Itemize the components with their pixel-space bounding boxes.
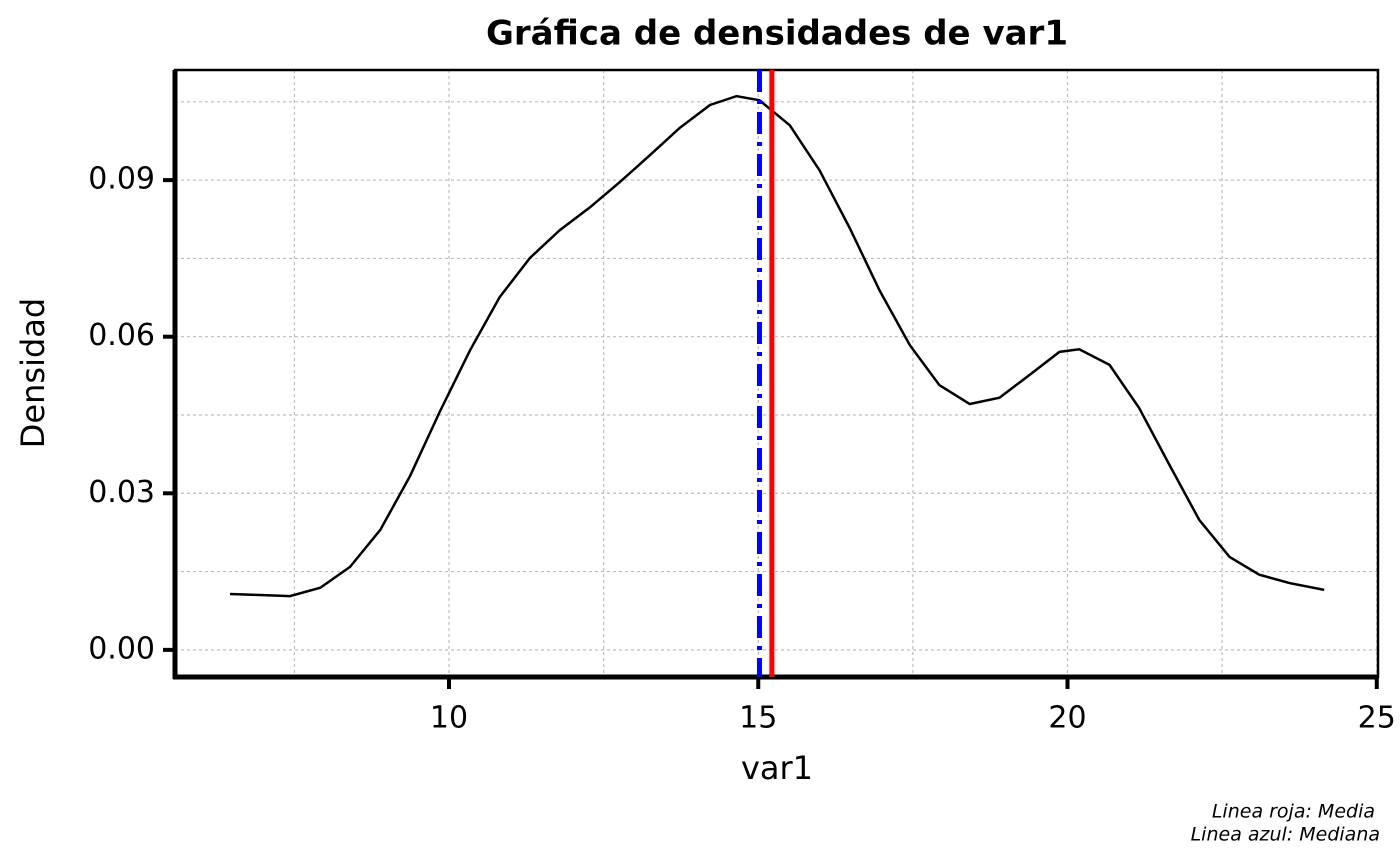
- x-tick-label: 10: [430, 701, 468, 736]
- x-tick-label: 25: [1358, 701, 1396, 736]
- x-tick-label: 15: [739, 701, 777, 736]
- y-tick-label: 0.00: [88, 631, 155, 666]
- chart-title: Gráfica de densidades de var1: [486, 14, 1068, 54]
- x-axis-title: var1: [741, 749, 813, 787]
- y-tick-label: 0.06: [88, 318, 155, 353]
- caption: Linea roja: Media: [1212, 801, 1375, 823]
- density-curve: [230, 94, 1325, 598]
- caption: Linea azul: Mediana: [1191, 824, 1380, 846]
- y-tick-label: 0.09: [88, 162, 155, 197]
- y-tick-label: 0.03: [88, 475, 155, 510]
- x-tick-label: 20: [1048, 701, 1086, 736]
- panel-border: [173, 68, 1380, 679]
- y-axis-title: Densidad: [14, 298, 52, 448]
